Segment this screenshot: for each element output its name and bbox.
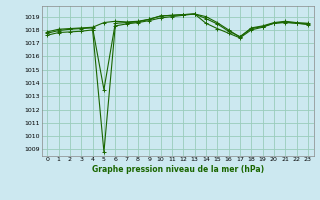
X-axis label: Graphe pression niveau de la mer (hPa): Graphe pression niveau de la mer (hPa) bbox=[92, 165, 264, 174]
